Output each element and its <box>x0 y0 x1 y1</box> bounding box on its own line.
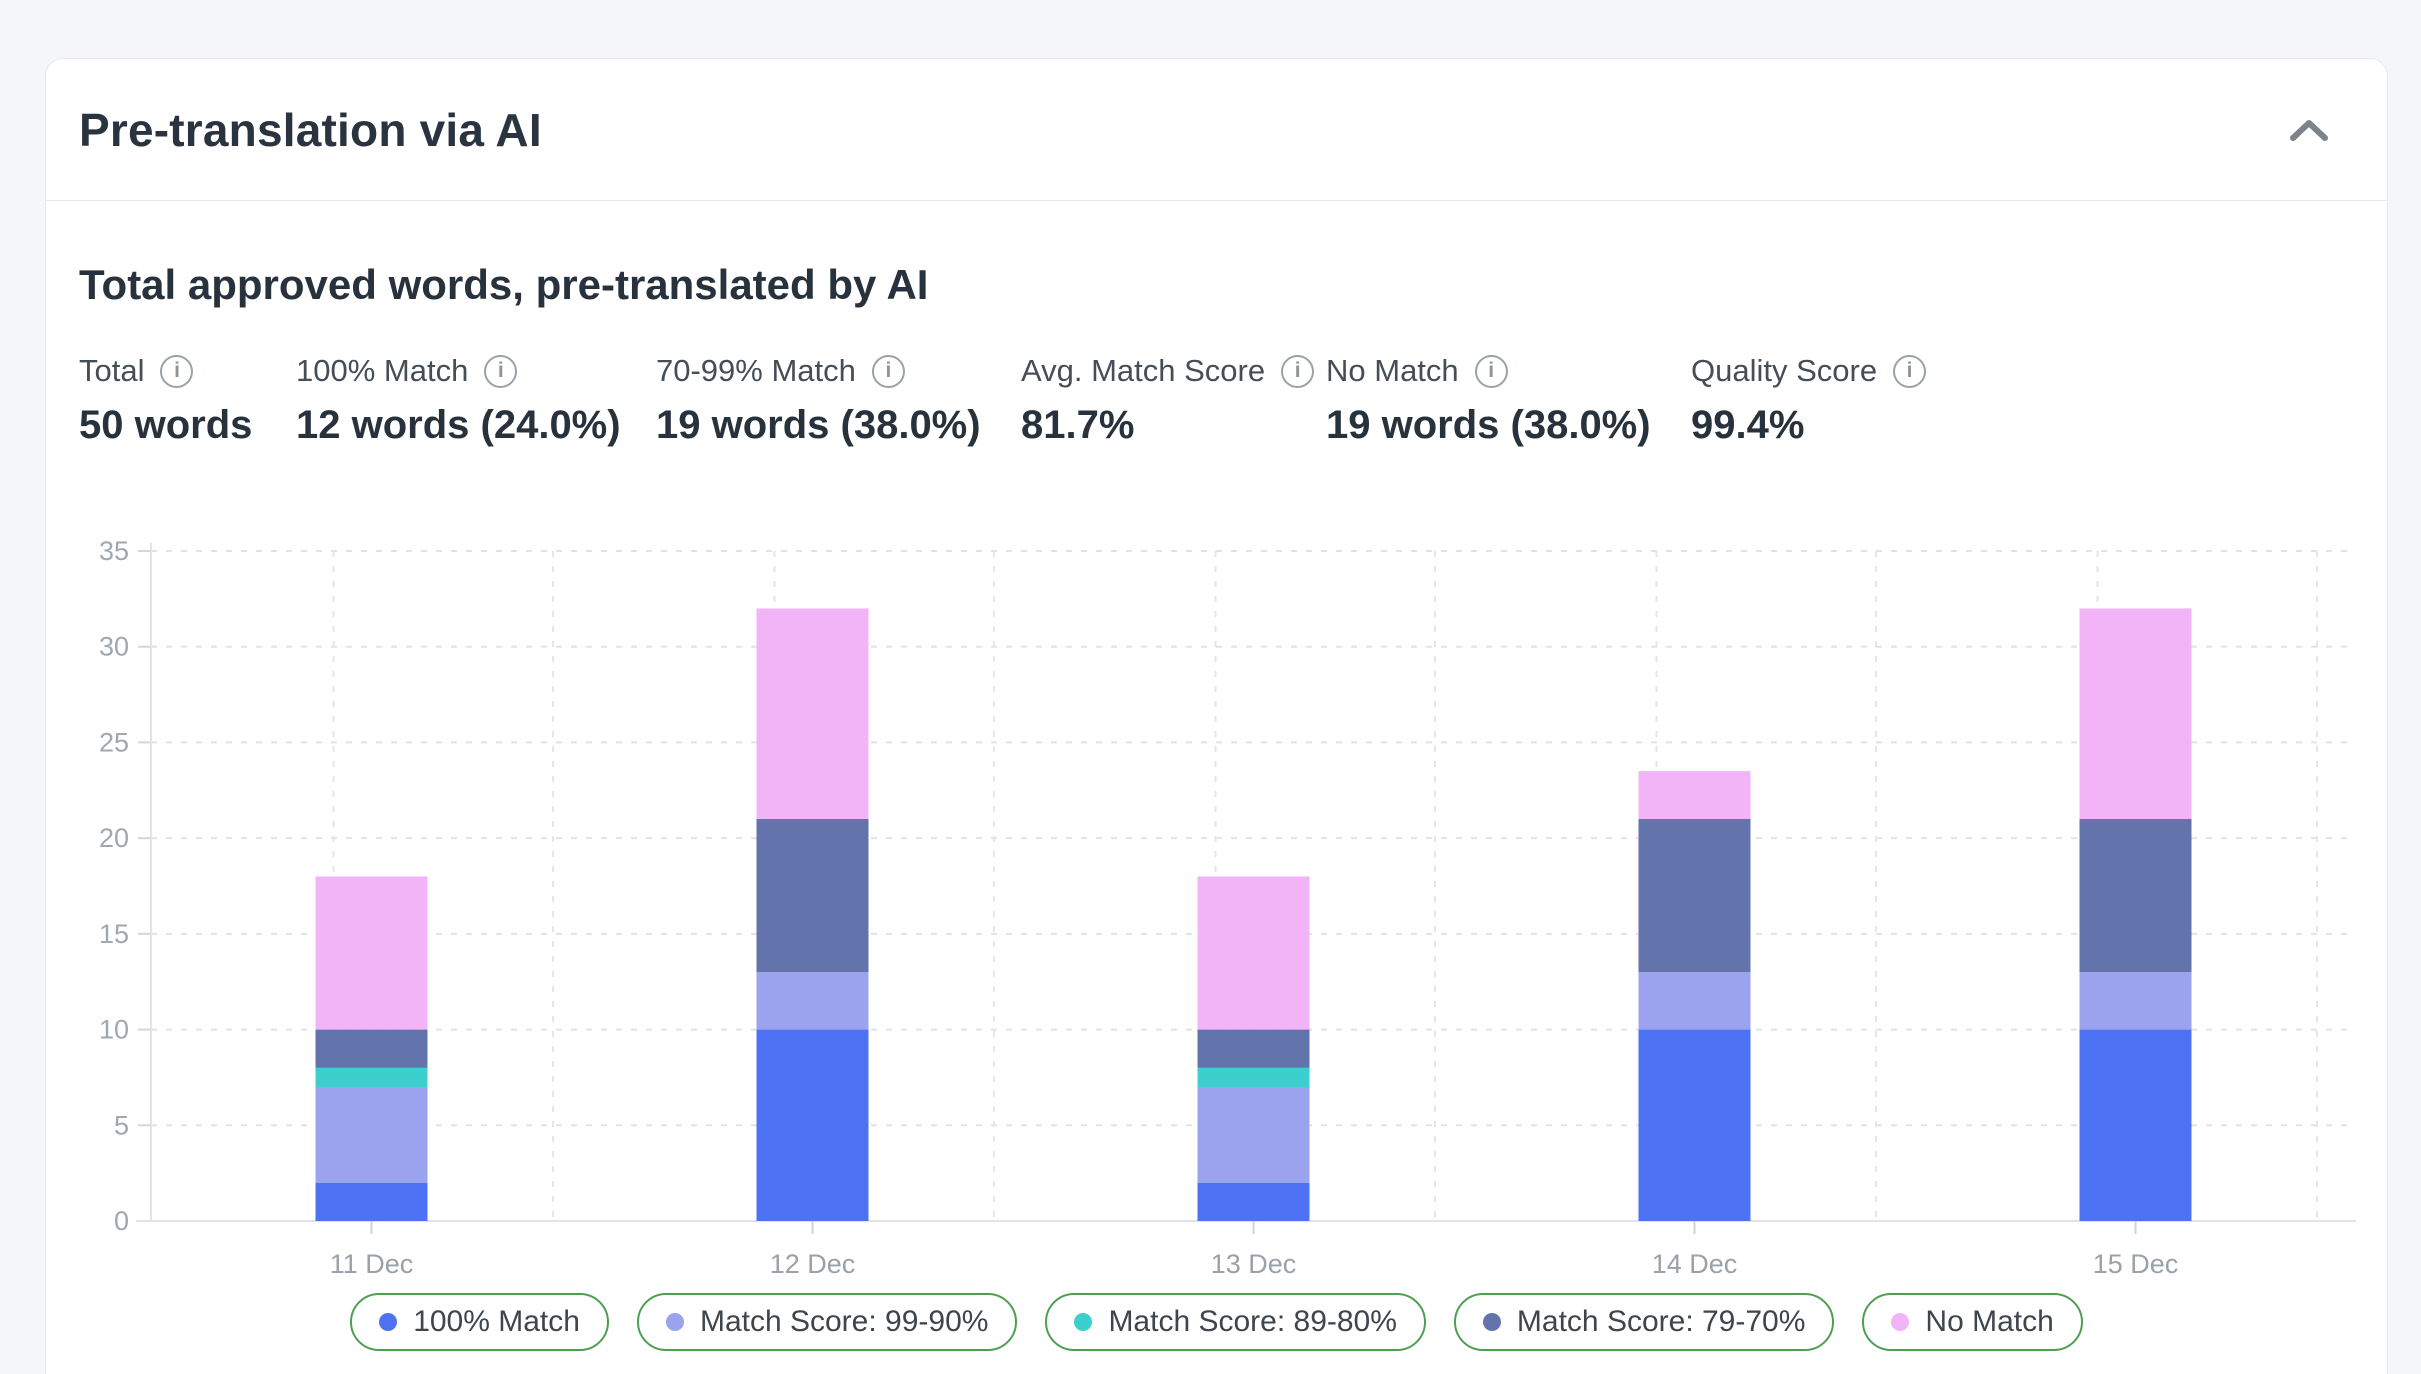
bar-segment-100-match[interactable] <box>1638 1029 1751 1221</box>
info-icon[interactable]: i <box>160 354 194 388</box>
legend-dot <box>1074 1313 1093 1331</box>
legend-dot <box>1891 1313 1910 1331</box>
y-tick-label: 15 <box>99 919 129 949</box>
legend-pill-match-score-99-90-[interactable]: Match Score: 99-90% <box>636 1293 1018 1351</box>
info-icon[interactable]: i <box>1474 354 1508 388</box>
chart-canvas: 0 5 10 15 20 25 30 35 11 Dec 12 Dec 13 Dec 14 Dec 15… <box>99 536 2356 1279</box>
bar-segment-no-match[interactable] <box>2079 608 2192 819</box>
x-tick-label: 15 Dec <box>2093 1249 2179 1279</box>
stat-label: No Match <box>1326 353 1459 388</box>
bar-segment-match-score-99-90-[interactable] <box>1638 972 1751 1030</box>
bar-segment-100-match[interactable] <box>2079 1029 2192 1221</box>
stat-value: 81.7% <box>1021 403 1135 447</box>
x-tick-label: 13 Dec <box>1211 1249 1297 1279</box>
x-tick-label: 11 Dec <box>330 1249 414 1279</box>
y-tick-label: 30 <box>99 632 129 662</box>
chart-legend: 100% Match Match Score: 99-90% Match Score… <box>79 1293 2354 1351</box>
stat-quality-score: Quality Score i 99.4% <box>1691 353 1927 448</box>
stat-label: Total <box>79 353 145 388</box>
legend-label: 100% Match <box>413 1305 580 1338</box>
x-tick-label: 12 Dec <box>770 1249 856 1279</box>
bar-segment-match-score-79-70-[interactable] <box>756 819 869 973</box>
info-icon[interactable]: i <box>871 354 905 388</box>
bar-segment-match-score-99-90-[interactable] <box>1197 1087 1310 1183</box>
card-title: Pre-translation via AI <box>79 103 542 156</box>
legend-label: Match Score: 89-80% <box>1108 1305 1397 1338</box>
y-tick-label: 35 <box>99 536 129 566</box>
legend-label: No Match <box>1925 1305 2054 1338</box>
stat-value: 19 words (38.0%) <box>1326 403 1651 447</box>
info-icon[interactable]: i <box>1893 354 1927 388</box>
stat-total: Total i 50 words <box>79 353 296 448</box>
bar-segment-match-score-99-90-[interactable] <box>756 972 869 1030</box>
stat-no-match: No Match i 19 words (38.0%) <box>1326 353 1691 448</box>
section-heading: Total approved words, pre-translated by … <box>79 261 929 308</box>
stat-value: 12 words (24.0%) <box>296 403 621 447</box>
stats-row: Total i 50 words 100% Match i 12 words (… <box>79 353 2354 448</box>
bar-segment-match-score-79-70-[interactable] <box>1638 819 1751 973</box>
y-tick-label: 25 <box>99 727 129 757</box>
stat-label: Avg. Match Score <box>1021 353 1266 388</box>
stat-label: 100% Match <box>296 353 469 388</box>
bar-segment-100-match[interactable] <box>756 1029 869 1221</box>
y-tick-label: 0 <box>114 1206 129 1236</box>
collapse-section-button[interactable] <box>2281 102 2337 158</box>
y-tick-label: 10 <box>99 1015 129 1045</box>
stat-label: 70-99% Match <box>656 353 856 388</box>
legend-label: Match Score: 79-70% <box>1516 1305 1806 1338</box>
bar-segment-match-score-79-70-[interactable] <box>2079 819 2192 973</box>
bar-segment-no-match[interactable] <box>756 608 869 819</box>
bar-segment-100-match[interactable] <box>315 1182 428 1221</box>
stat-label: Quality Score <box>1691 353 1878 388</box>
stat-avg-match-score: Avg. Match Score i 81.7% <box>1021 353 1326 448</box>
chevron-up-icon <box>2290 119 2328 141</box>
y-tick-label: 5 <box>114 1110 129 1140</box>
bar-segment-match-score-89-80-[interactable] <box>1197 1067 1310 1087</box>
legend-pill-100-match[interactable]: 100% Match <box>350 1293 609 1351</box>
info-icon[interactable]: i <box>1281 354 1315 388</box>
legend-label: Match Score: 99-90% <box>699 1305 989 1338</box>
bar-segment-100-match[interactable] <box>1197 1182 1310 1221</box>
stat-value: 50 words <box>79 403 253 447</box>
card-header: Pre-translation via AI <box>46 59 2387 201</box>
card-body: Total approved words, pre-translated by … <box>46 261 2387 1351</box>
x-tick-label: 14 Dec <box>1652 1249 1738 1279</box>
bar-segment-match-score-89-80-[interactable] <box>315 1067 428 1087</box>
legend-dot <box>1482 1313 1501 1331</box>
legend-dot <box>379 1313 398 1331</box>
stat-70-99-match: 70-99% Match i 19 words (38.0%) <box>656 353 1021 448</box>
stat-value: 19 words (38.0%) <box>656 403 981 447</box>
bar-segment-no-match[interactable] <box>1197 876 1310 1030</box>
pre-translation-card: Pre-translation via AI Total approved wo… <box>45 58 2388 1374</box>
legend-pill-no-match[interactable]: No Match <box>1862 1293 2083 1351</box>
bar-segment-match-score-79-70-[interactable] <box>315 1029 428 1068</box>
legend-dot <box>665 1313 684 1331</box>
stat-100-match: 100% Match i 12 words (24.0%) <box>296 353 656 448</box>
y-tick-label: 20 <box>99 823 129 853</box>
legend-pill-match-score-79-70-[interactable]: Match Score: 79-70% <box>1453 1293 1835 1351</box>
bar-segment-no-match[interactable] <box>315 876 428 1030</box>
bar-segment-match-score-79-70-[interactable] <box>1197 1029 1310 1068</box>
info-icon[interactable]: i <box>484 354 518 388</box>
bar-segment-match-score-99-90-[interactable] <box>315 1087 428 1183</box>
bar-segment-match-score-99-90-[interactable] <box>2079 972 2192 1030</box>
stacked-bar-chart: 0 5 10 15 20 25 30 35 11 Dec 12 Dec 13 Dec 14 Dec 15… <box>61 536 2361 1281</box>
legend-pill-match-score-89-80-[interactable]: Match Score: 89-80% <box>1045 1293 1426 1351</box>
bar-segment-no-match[interactable] <box>1638 771 1751 819</box>
stat-value: 99.4% <box>1691 403 1805 447</box>
